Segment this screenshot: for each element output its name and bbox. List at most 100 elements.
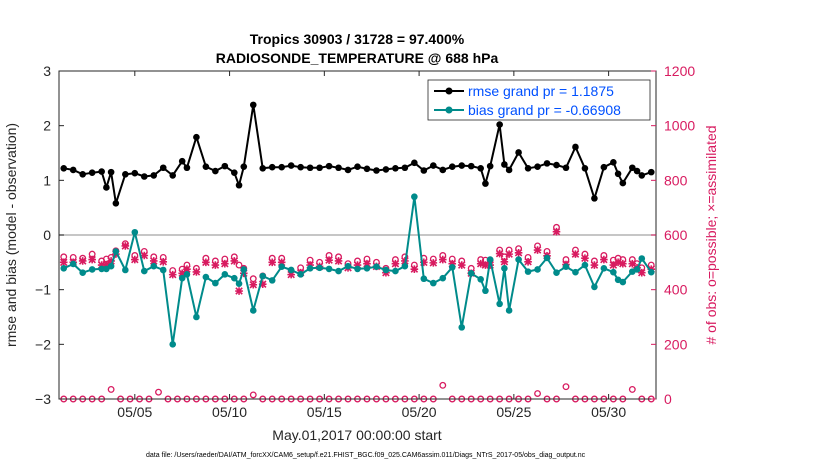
obs-assimilated-point [524, 257, 532, 266]
obs-possible-point [628, 385, 636, 393]
obs-possible-point [107, 385, 115, 393]
obs-assimilated-point [102, 260, 111, 269]
bias-point [202, 273, 210, 281]
obs-assimilated-point [420, 258, 428, 267]
bias-point [477, 275, 484, 283]
rmse-point [448, 163, 456, 170]
bias-point [344, 262, 352, 270]
rmse-point [287, 162, 295, 169]
y-tick-label-left: 1 [43, 172, 51, 188]
obs-assimilated-point [429, 259, 438, 267]
bias-point [467, 269, 475, 277]
bias-point [562, 263, 570, 271]
rmse-point [169, 172, 177, 179]
obs-assimilated-point [230, 257, 239, 265]
legend-bias-marker [445, 106, 453, 114]
bias-point [112, 248, 120, 255]
y-tick-label-left: −1 [35, 282, 51, 298]
bias-point [553, 269, 560, 277]
bias-point [107, 262, 115, 270]
bias-point [60, 265, 68, 272]
bias-point [212, 279, 219, 287]
rmse-point [439, 166, 447, 174]
obs-assimilated-point [438, 255, 447, 264]
x-tick-label: 05/10 [212, 404, 247, 420]
bias-point [306, 265, 314, 272]
rmse-point [98, 168, 105, 175]
obs-assimilated-point [149, 257, 158, 265]
rmse-point [150, 172, 158, 179]
obs-assimilated-point [353, 261, 362, 269]
obs-assimilated-point [97, 261, 106, 269]
bias-point [297, 271, 304, 278]
series-1-group [60, 193, 655, 348]
rmse-point [249, 101, 257, 109]
x-tick-label: 05/30 [591, 404, 626, 420]
rmse-point [647, 168, 655, 176]
legend-rmse-label: rmse grand pr = 1.1875 [468, 83, 614, 99]
rmse-point [505, 166, 513, 174]
bias-point [543, 254, 551, 262]
y-tick-label-right: 1200 [664, 63, 695, 79]
bias-point [430, 279, 437, 287]
obs-assimilated-point [600, 255, 608, 264]
bias-point [88, 266, 96, 273]
obs-assimilated-point [249, 280, 258, 289]
y-tick-label-left: −3 [35, 391, 51, 407]
obs-assimilated-point [88, 255, 96, 264]
bias-point [496, 300, 503, 308]
y-tick-label-left: 3 [43, 63, 51, 79]
obs-assimilated-point [211, 261, 220, 269]
rmse-point [316, 164, 323, 172]
obs-assimilated-point [628, 259, 637, 268]
obs-assimilated-point [571, 250, 580, 258]
bias-point [439, 274, 447, 282]
bias-point [316, 264, 323, 272]
legend-rmse-marker [445, 87, 453, 95]
legend: rmse grand pr = 1.1875 bias grand pr = -… [427, 79, 651, 121]
obs-assimilated-point [500, 257, 509, 266]
rmse-point [420, 167, 428, 174]
rmse-point [107, 168, 115, 176]
bias-point [572, 268, 579, 276]
rmse-point [430, 162, 437, 169]
rmse-point [411, 159, 418, 167]
x-tick-label: 05/15 [307, 404, 342, 420]
bias-point [591, 283, 598, 291]
bias-point [193, 313, 200, 321]
rmse-point [543, 160, 551, 167]
obs-assimilated-point [131, 255, 139, 264]
bias-point [505, 307, 513, 314]
rmse-point [581, 165, 589, 172]
rmse-point [482, 180, 489, 187]
rmse-point [240, 163, 248, 170]
y-tick-label-right: 0 [664, 391, 672, 407]
rmse-point [486, 162, 494, 170]
bias-point [221, 271, 229, 278]
obs-assimilated-point [121, 242, 130, 250]
bias-point [486, 256, 494, 263]
rmse-point [212, 167, 219, 175]
obs-assimilated-point [514, 248, 523, 257]
y-tick-label-right: 400 [664, 282, 688, 298]
obs-assimilated-point [277, 258, 286, 267]
obs-assimilated-point [268, 258, 277, 267]
x-axis-label: May.01,2017 00:00:00 start [272, 427, 442, 443]
rmse-point [79, 171, 86, 178]
obs-assimilated-point [637, 268, 646, 277]
y-tick-label-right: 600 [664, 227, 688, 243]
rmse-point [401, 164, 409, 172]
y-tick-label-left: −2 [35, 336, 51, 352]
bias-point [231, 274, 238, 282]
bias-point [647, 268, 655, 276]
rmse-point [363, 165, 371, 173]
obs-assimilated-point [590, 261, 599, 269]
rmse-point [633, 167, 641, 175]
bias-point [610, 268, 617, 276]
obs-assimilated-point [235, 287, 243, 295]
obs-assimilated-point [552, 227, 561, 236]
chart-title: Tropics 30903 / 31728 = 97.400% [250, 31, 465, 47]
bias-point [458, 324, 466, 331]
bias-point [401, 262, 409, 270]
bias-point [392, 267, 399, 275]
